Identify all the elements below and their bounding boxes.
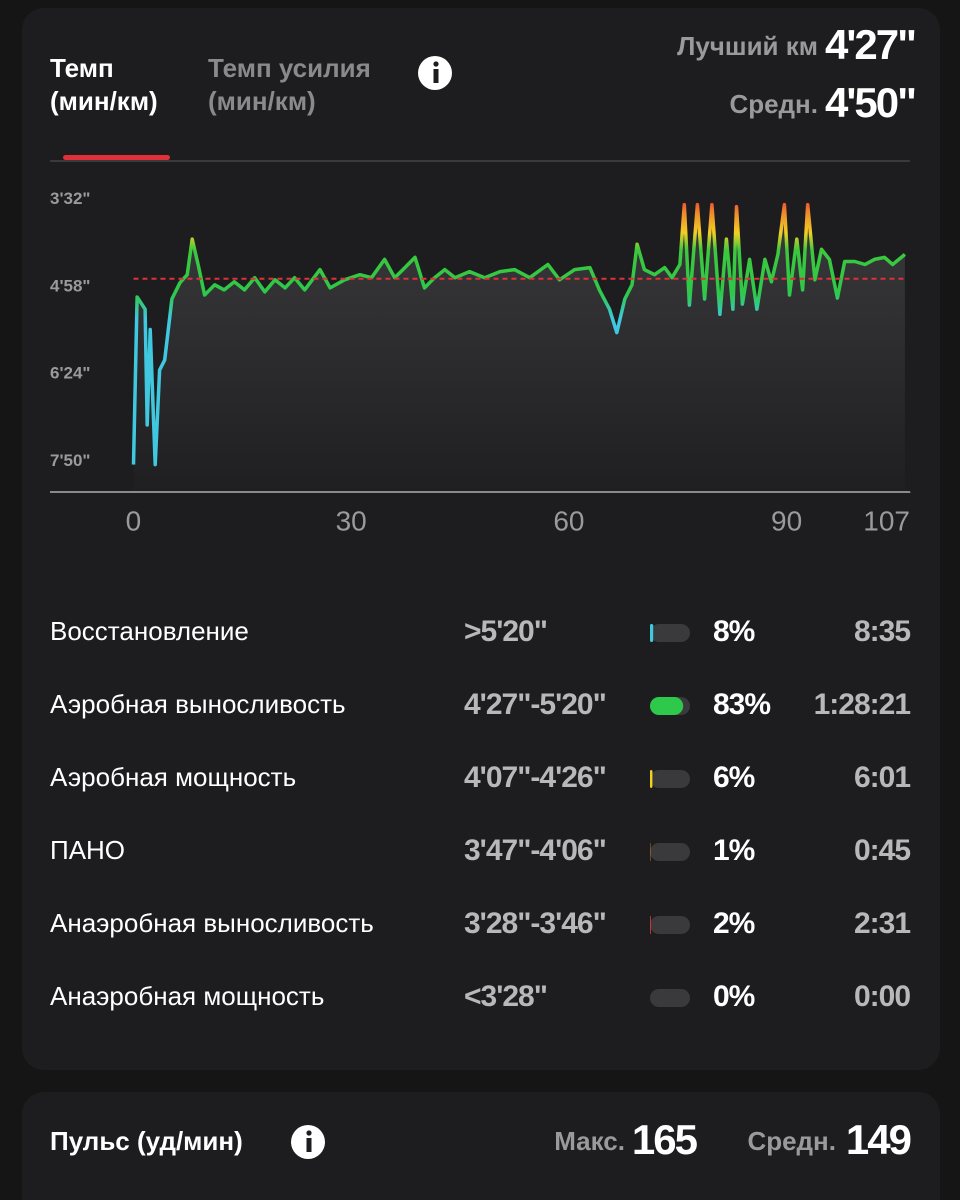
zone-track: [650, 770, 690, 788]
zone-time: 0:00: [854, 980, 910, 1013]
zone-track: [650, 624, 690, 642]
tab-label[interactable]: Темп: [50, 53, 114, 83]
info-bar: [306, 1138, 312, 1152]
max-value: 165: [632, 1116, 698, 1163]
zone-range: 3'47"-4'06": [464, 834, 606, 867]
pace-line: [131, 202, 907, 467]
x-tick-label: 0: [126, 505, 142, 536]
avg-value: 4'50": [825, 79, 915, 126]
zone-name: ПАНО: [50, 835, 125, 865]
x-tick-label: 60: [553, 505, 584, 536]
avg-label: Средн.: [729, 89, 818, 119]
area: [133, 204, 905, 492]
avg-value: 149: [846, 1116, 911, 1163]
best-km-label: Лучший км: [677, 31, 818, 61]
zone-time: 2:31: [854, 907, 910, 940]
zone-bar: [650, 770, 653, 788]
zone-name: Анаэробная выносливость: [50, 908, 374, 938]
zone-time: 8:35: [854, 615, 910, 648]
zone-bar: [650, 697, 684, 715]
tab-underline: [63, 155, 170, 160]
zone-time: 1:28:21: [814, 688, 911, 721]
zone-name: Восстановление: [50, 616, 249, 646]
zone-percent: 0%: [713, 980, 755, 1013]
zone-name: Аэробная выносливость: [50, 689, 346, 719]
heart-title: Пульс (уд/мин): [50, 1126, 243, 1156]
y-tick-label: 6'24": [50, 364, 90, 383]
zone-range: 3'28"-3'46": [464, 907, 606, 940]
zone-bar: [650, 916, 651, 934]
zone-track: [650, 843, 690, 861]
zone-percent: 2%: [713, 907, 755, 940]
info-dot: [306, 1130, 312, 1136]
info-icon[interactable]: [418, 56, 452, 90]
zone-time: 0:45: [854, 834, 910, 867]
zone-range: 4'07"-4'26": [464, 761, 606, 794]
x-tick-label: 90: [771, 505, 802, 536]
x-tick-label: 30: [336, 505, 367, 536]
y-tick-label: 3'32": [50, 189, 90, 208]
zone-range: >5'20": [464, 615, 547, 648]
zone-bar: [650, 624, 654, 642]
max-label: Макс.: [554, 1126, 625, 1156]
zone-percent: 1%: [713, 834, 755, 867]
x-tick-label: 107: [863, 505, 910, 536]
heart-rate: Пульс (уд/мин) Макс. 165 Средн. 149: [50, 1116, 913, 1163]
y-tick-label: 7'50": [50, 451, 90, 470]
zone-percent: 6%: [713, 761, 755, 794]
zone-range: 4'27"-5'20": [464, 688, 606, 721]
tab-label[interactable]: Темп усилия: [208, 53, 371, 83]
zone-track: [650, 916, 690, 934]
best-km-value: 4'27": [825, 21, 915, 68]
info-dot: [433, 61, 439, 67]
tab-unit[interactable]: (мин/км): [50, 86, 158, 116]
tab-unit[interactable]: (мин/км): [208, 86, 316, 116]
info-bar: [433, 69, 439, 83]
zone-range: <3'28": [464, 980, 547, 1013]
zone-track: [650, 989, 690, 1007]
avg-label: Средн.: [747, 1126, 836, 1156]
zone-name: Анаэробная мощность: [50, 981, 324, 1011]
zone-percent: 83%: [713, 688, 770, 721]
zone-time: 6:01: [854, 761, 910, 794]
heart-card: [22, 1092, 940, 1200]
y-tick-label: 4'58": [50, 276, 90, 295]
zone-name: Аэробная мощность: [50, 762, 296, 792]
zone-percent: 8%: [713, 615, 755, 648]
